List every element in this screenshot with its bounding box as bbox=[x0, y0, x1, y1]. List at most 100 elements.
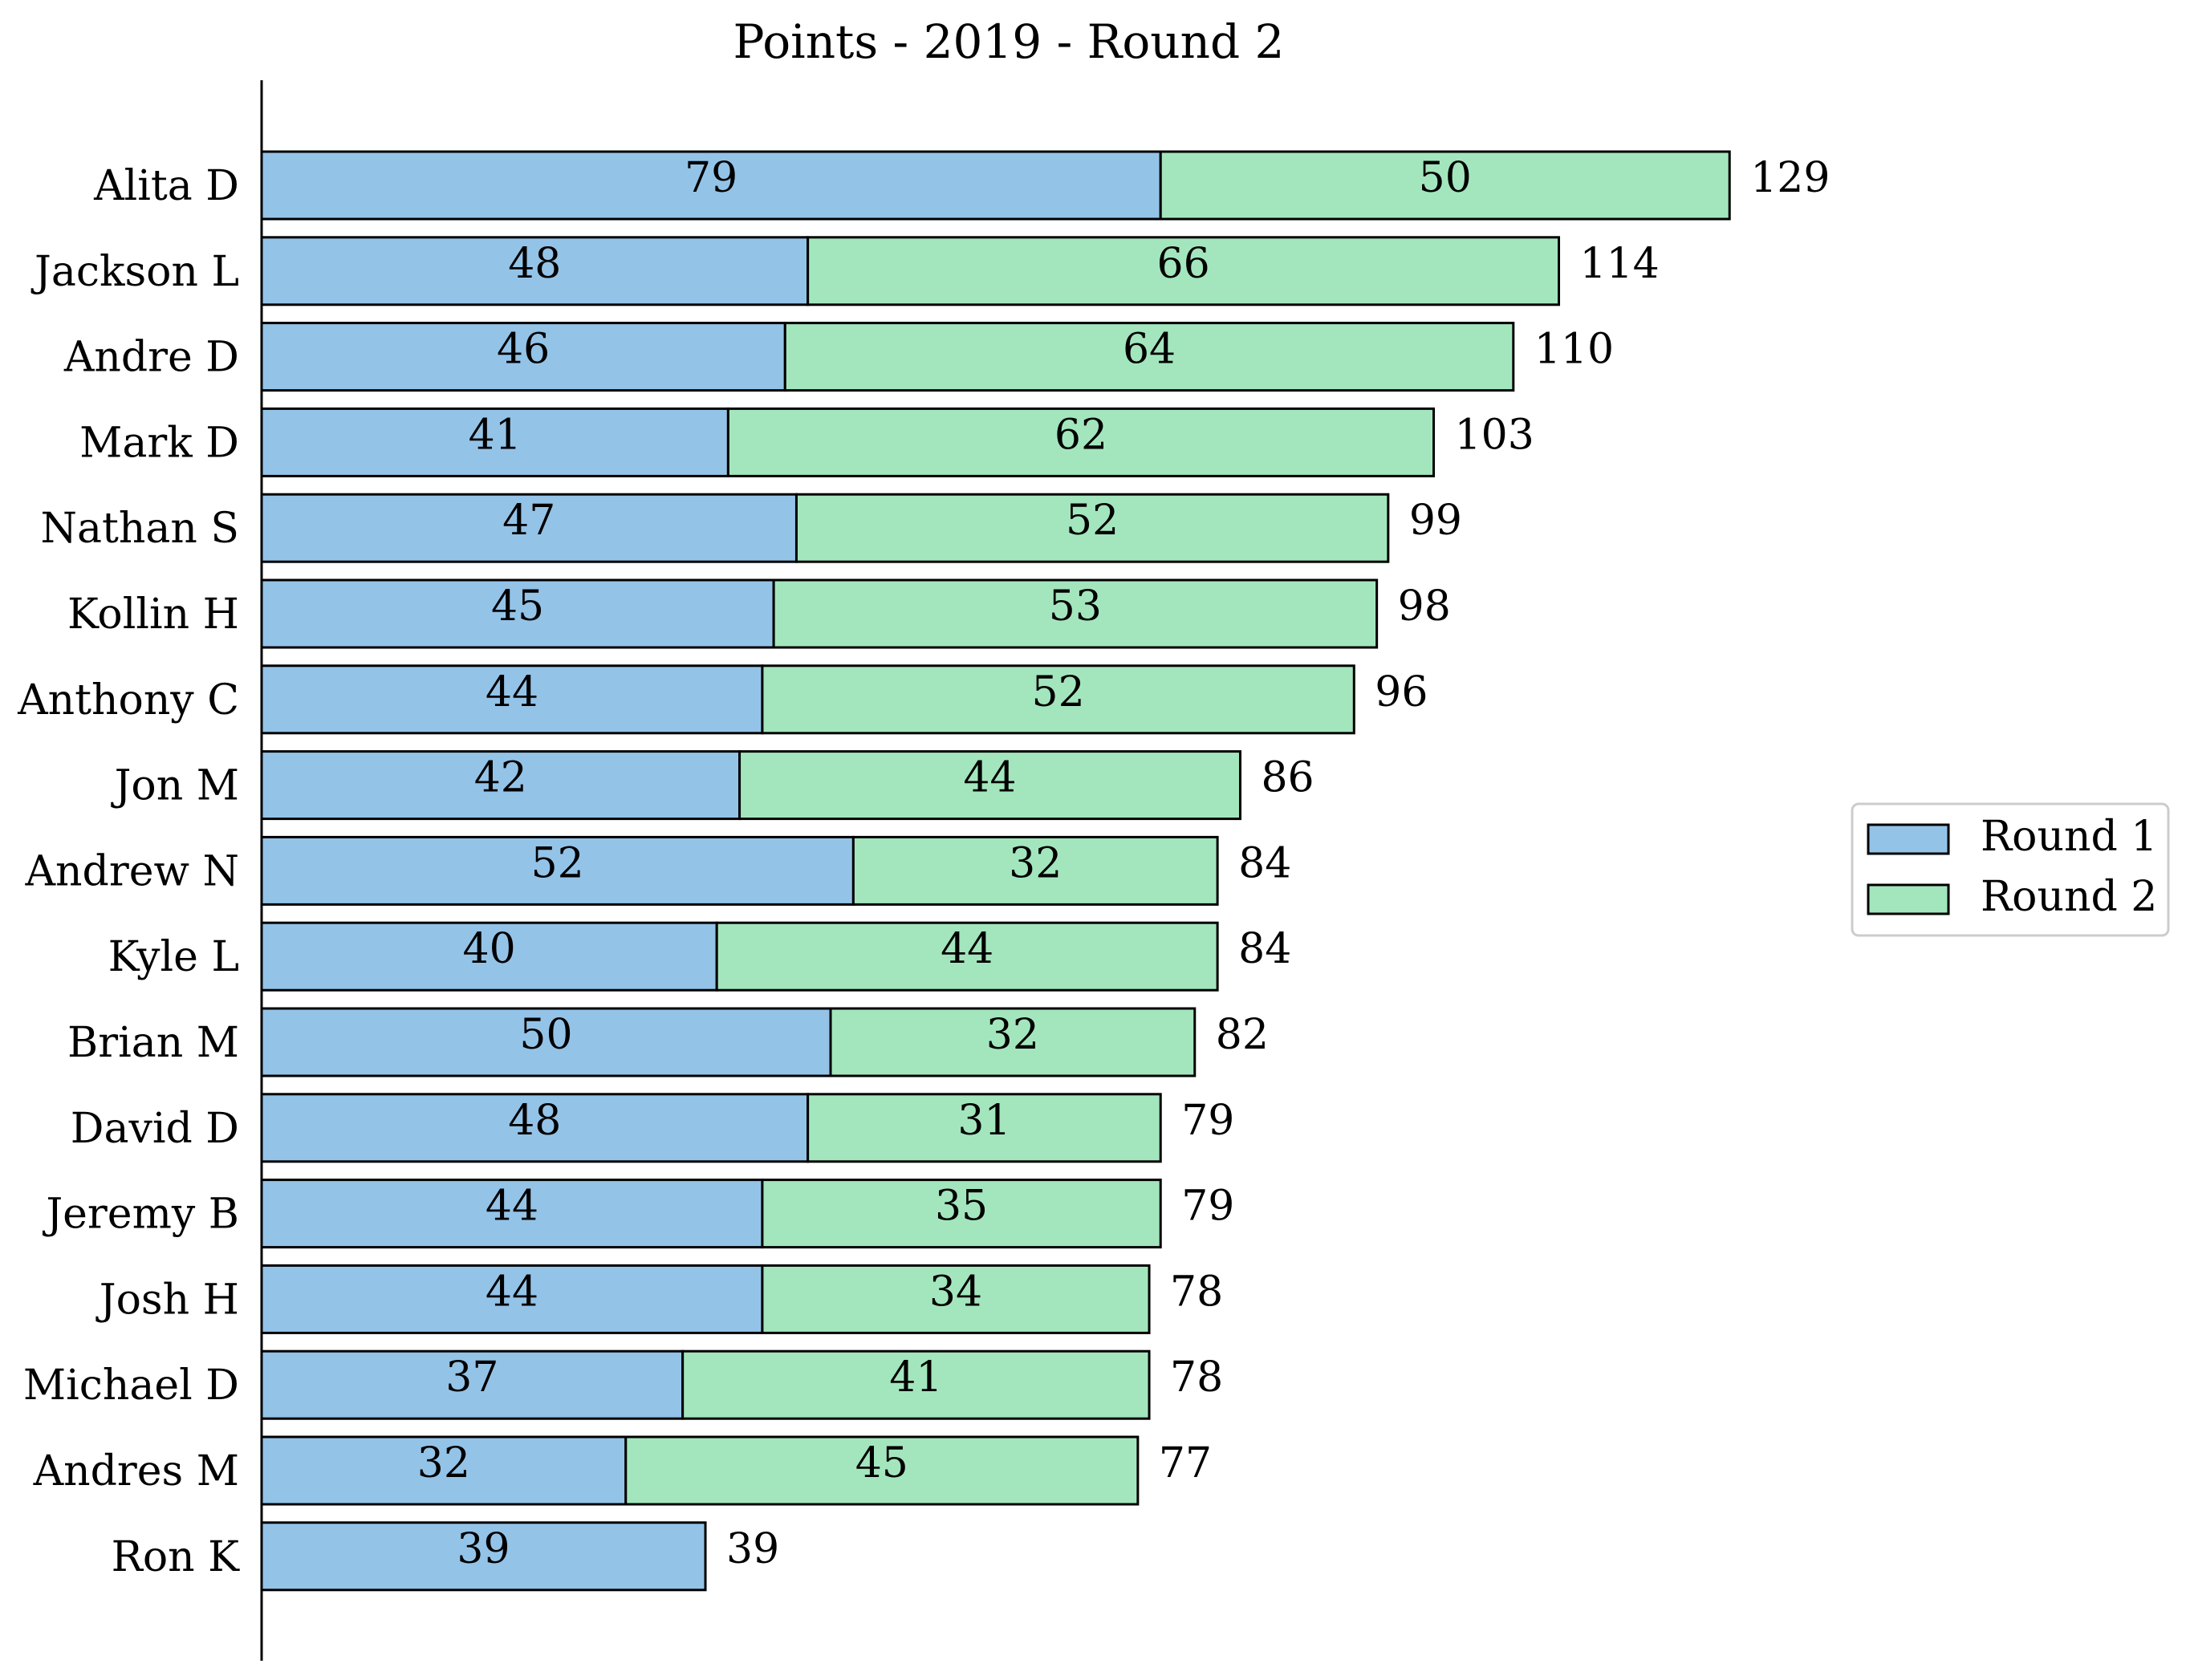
bar-total-label: 78 bbox=[1170, 1268, 1223, 1316]
y-tick-label: David D bbox=[71, 1105, 239, 1153]
y-tick-label: Anthony C bbox=[17, 676, 239, 724]
bar-segment-1 bbox=[260, 1093, 810, 1163]
bar-segment-1 bbox=[260, 1521, 707, 1592]
y-tick-label: Kollin H bbox=[67, 590, 239, 639]
legend: Round 1 Round 2 bbox=[1851, 802, 2170, 937]
bar-value-label: 40 bbox=[463, 925, 516, 973]
y-tick-label: Brian M bbox=[67, 1019, 239, 1067]
y-tick-label: Mark D bbox=[79, 419, 239, 467]
bar-segment-1 bbox=[260, 1007, 832, 1077]
bar-value-label: 37 bbox=[445, 1353, 498, 1402]
bar-value-label: 44 bbox=[963, 754, 1016, 802]
bar-segment-2 bbox=[772, 578, 1379, 649]
bar-segment-2 bbox=[794, 493, 1390, 563]
bar-segment-1 bbox=[260, 1264, 764, 1334]
bar-value-label: 50 bbox=[1419, 154, 1472, 202]
chart-title: Points - 2019 - Round 2 bbox=[733, 14, 1285, 69]
bar-total-label: 99 bbox=[1409, 497, 1462, 545]
bar-value-label: 52 bbox=[1032, 668, 1085, 716]
bar-total-label: 129 bbox=[1750, 154, 1830, 202]
bar-segment-1 bbox=[260, 493, 798, 563]
bar-segment-1 bbox=[260, 1349, 685, 1420]
bar-value-label: 39 bbox=[457, 1525, 510, 1573]
bar-total-label: 103 bbox=[1455, 411, 1534, 459]
bar-value-label: 41 bbox=[469, 411, 522, 459]
y-tick-label: Ron K bbox=[112, 1533, 240, 1581]
bar-total-label: 110 bbox=[1534, 326, 1614, 374]
bar-value-label: 31 bbox=[957, 1097, 1010, 1145]
bar-segment-1 bbox=[260, 236, 810, 306]
bar-value-label: 42 bbox=[474, 754, 527, 802]
bar-total-label: 84 bbox=[1238, 925, 1291, 973]
y-tick-label: Kyle L bbox=[108, 933, 239, 981]
y-tick-label: Andres M bbox=[33, 1447, 239, 1495]
y-tick-label: Nathan S bbox=[40, 505, 239, 553]
legend-label-1: Round 1 bbox=[1981, 813, 2157, 861]
bar-total-label: 84 bbox=[1238, 839, 1291, 887]
bar-segment-2 bbox=[726, 407, 1436, 477]
bar-value-label: 32 bbox=[1009, 839, 1062, 887]
legend-label-2: Round 2 bbox=[1981, 873, 2157, 921]
bar-segment-2 bbox=[761, 664, 1355, 735]
bar-segment-2 bbox=[807, 236, 1561, 306]
legend-swatch-1 bbox=[1867, 823, 1950, 855]
bar-segment-2 bbox=[681, 1349, 1151, 1420]
bar-value-label: 50 bbox=[519, 1011, 572, 1059]
bar-value-label: 46 bbox=[497, 326, 550, 374]
bar-total-label: 96 bbox=[1375, 668, 1428, 716]
y-tick-label: Jackson L bbox=[30, 248, 239, 296]
bar-total-label: 79 bbox=[1181, 1097, 1234, 1145]
bar-total-label: 77 bbox=[1159, 1439, 1212, 1487]
bar-segment-2 bbox=[1159, 150, 1731, 221]
bar-segment-1 bbox=[260, 835, 855, 906]
bar-value-label: 52 bbox=[1066, 497, 1119, 545]
bar-value-label: 79 bbox=[685, 154, 737, 202]
legend-swatch-2 bbox=[1867, 883, 1950, 915]
bar-value-label: 44 bbox=[486, 1268, 538, 1316]
bar-value-label: 47 bbox=[502, 497, 555, 545]
y-tick-label: Andre D bbox=[63, 334, 239, 382]
bar-total-label: 79 bbox=[1181, 1183, 1234, 1231]
y-tick-label: Jeremy B bbox=[42, 1191, 239, 1239]
bar-value-label: 41 bbox=[889, 1353, 942, 1402]
y-tick-label: Andrew N bbox=[25, 847, 240, 895]
y-tick-label: Jon M bbox=[111, 762, 239, 810]
bar-segment-2 bbox=[851, 835, 1219, 906]
bar-value-label: 48 bbox=[508, 240, 561, 288]
bar-value-label: 32 bbox=[417, 1439, 470, 1487]
bar-segment-2 bbox=[715, 921, 1219, 992]
bar-value-label: 44 bbox=[486, 1183, 538, 1231]
bar-segment-1 bbox=[260, 921, 718, 992]
bar-total-label: 39 bbox=[726, 1525, 779, 1573]
bar-segment-2 bbox=[624, 1435, 1140, 1506]
bar-segment-1 bbox=[260, 750, 742, 821]
bar-value-label: 45 bbox=[855, 1439, 908, 1487]
bar-value-label: 62 bbox=[1054, 411, 1107, 459]
bar-segment-2 bbox=[761, 1179, 1162, 1249]
bar-segment-2 bbox=[761, 1264, 1151, 1334]
bar-value-label: 34 bbox=[929, 1268, 982, 1316]
bar-value-label: 66 bbox=[1156, 240, 1209, 288]
bar-segment-2 bbox=[738, 750, 1241, 821]
bar-total-label: 78 bbox=[1170, 1353, 1223, 1402]
bar-value-label: 44 bbox=[486, 668, 538, 716]
bar-total-label: 82 bbox=[1216, 1011, 1269, 1059]
bar-total-label: 86 bbox=[1261, 754, 1314, 802]
bar-value-label: 35 bbox=[935, 1183, 988, 1231]
bar-segment-1 bbox=[260, 664, 764, 735]
bars-layer: Alita D 79 50 129 Jackson L 48 66 114 Andre D 46 6… bbox=[17, 150, 1830, 1592]
bar-total-label: 98 bbox=[1398, 582, 1451, 631]
bar-segment-1 bbox=[260, 1435, 628, 1506]
bar-value-label: 45 bbox=[491, 582, 544, 631]
bar-segment-2 bbox=[829, 1007, 1197, 1077]
bar-value-label: 48 bbox=[508, 1097, 561, 1145]
y-tick-label: Alita D bbox=[93, 162, 239, 210]
bar-value-label: 64 bbox=[1123, 326, 1176, 374]
bar-segment-2 bbox=[783, 322, 1515, 392]
bar-total-label: 114 bbox=[1580, 240, 1660, 288]
bar-segment-1 bbox=[260, 578, 775, 649]
y-tick-label: Josh H bbox=[95, 1276, 239, 1324]
bar-value-label: 53 bbox=[1049, 582, 1102, 631]
